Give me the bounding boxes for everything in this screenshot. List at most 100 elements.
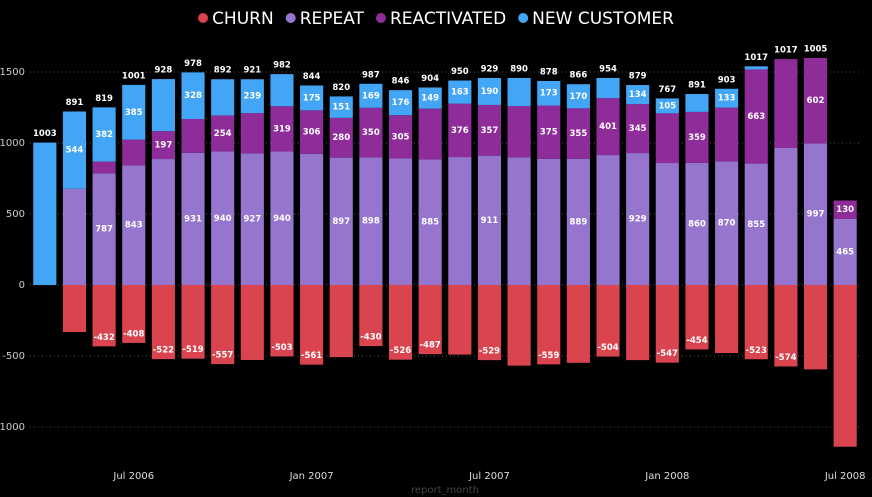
data-label: 173 <box>540 89 558 99</box>
bar-segment <box>833 200 857 219</box>
bar-segment <box>359 285 383 347</box>
bar-segment <box>537 80 561 106</box>
bar-segment <box>655 113 679 164</box>
data-label: 376 <box>451 126 469 136</box>
bar-segment <box>388 90 413 116</box>
total-label: 819 <box>95 94 113 104</box>
bar-segment <box>477 285 502 361</box>
data-label: 176 <box>392 98 410 108</box>
data-label: 175 <box>303 93 321 103</box>
data-label: -526 <box>390 346 411 356</box>
total-label: 1001 <box>122 71 146 81</box>
data-label: 328 <box>184 91 202 101</box>
bar-segment <box>211 151 235 285</box>
bar-segment <box>92 285 116 347</box>
data-label: 602 <box>807 96 825 106</box>
data-label: 855 <box>747 220 765 230</box>
data-label: 897 <box>332 217 350 227</box>
bar-segment <box>270 106 294 152</box>
data-label: 997 <box>807 210 825 220</box>
total-label: 890 <box>510 64 528 74</box>
data-label: 163 <box>451 88 469 98</box>
x-tick-label: Jan 2007 <box>289 471 334 482</box>
total-label: 928 <box>155 66 173 76</box>
bar-segment <box>329 157 353 285</box>
bar-segment <box>329 285 353 358</box>
data-label: -454 <box>686 336 707 346</box>
data-label: -487 <box>420 341 441 351</box>
data-label: 133 <box>718 94 736 104</box>
legend-label: NEW CUSTOMER <box>532 9 674 29</box>
data-label: 197 <box>155 141 173 151</box>
y-tick-label: 500 <box>6 209 25 220</box>
bar-segment <box>655 163 679 285</box>
data-label: 465 <box>836 247 854 257</box>
bar-segment <box>744 66 768 70</box>
data-label: -529 <box>479 347 500 357</box>
bar-segment <box>300 285 324 365</box>
legend-label: REPEAT <box>300 9 365 29</box>
data-label: 345 <box>629 124 647 134</box>
bar-segment <box>211 115 235 152</box>
total-label: 891 <box>66 98 84 108</box>
total-label: 846 <box>392 77 410 87</box>
bar-segment <box>448 80 472 104</box>
data-label: 280 <box>332 133 350 143</box>
total-label: 1017 <box>744 53 768 63</box>
bar-segment <box>388 158 413 285</box>
total-label: 982 <box>273 61 291 71</box>
data-label: 382 <box>95 130 113 140</box>
y-tick-label: 1500 <box>0 67 25 78</box>
bar-segment <box>566 158 590 285</box>
bar-segment <box>418 159 442 285</box>
bar-segment <box>715 88 739 108</box>
data-label: 940 <box>214 214 232 224</box>
bar-segment <box>240 285 264 360</box>
data-label: -519 <box>182 345 203 355</box>
bar-segment <box>359 83 383 108</box>
bar-segment <box>626 285 650 361</box>
bar-segment <box>270 285 294 357</box>
bar-segment <box>477 104 502 156</box>
x-tick-label: Jul 2008 <box>824 471 866 482</box>
total-label: 929 <box>481 64 499 74</box>
legend-marker <box>375 13 386 23</box>
bar-segment <box>833 218 857 285</box>
data-label: 254 <box>214 129 232 139</box>
total-label: 891 <box>688 81 706 91</box>
bar-segment <box>774 147 798 285</box>
bar-segment <box>626 85 650 105</box>
bar-segment <box>151 285 175 360</box>
bar-segment <box>92 173 116 285</box>
bar-segment <box>507 157 531 285</box>
data-label: 911 <box>481 216 499 226</box>
x-tick-label: Jan 2008 <box>644 471 689 482</box>
bar-segment <box>715 161 739 285</box>
data-label: 929 <box>629 215 647 225</box>
x-axis-title: report_month <box>411 485 479 496</box>
bar-segment <box>448 285 472 355</box>
legend-label: REACTIVATED <box>390 9 506 29</box>
bar-segment <box>211 79 235 116</box>
data-label: 931 <box>184 214 202 224</box>
legend-label: CHURN <box>212 9 274 29</box>
data-label: 843 <box>125 221 143 231</box>
y-tick-label: 1000 <box>0 138 25 149</box>
bar-segment <box>388 115 413 159</box>
bar-segment <box>151 79 175 132</box>
bar-segment <box>240 79 264 114</box>
data-label: -522 <box>153 346 174 356</box>
total-label: 904 <box>421 74 439 84</box>
data-label: 885 <box>421 218 439 228</box>
bar-segment <box>62 111 87 189</box>
bar-segment <box>537 158 561 285</box>
bar-segment <box>33 142 57 285</box>
data-label: 134 <box>629 90 647 100</box>
y-tick-label: -1000 <box>0 422 25 433</box>
bar-segment <box>477 77 502 105</box>
bar-segment <box>596 98 620 156</box>
bar-segment <box>596 285 620 357</box>
bar-segment <box>122 165 146 285</box>
total-label: 987 <box>362 70 380 80</box>
bar-segment <box>655 285 679 363</box>
